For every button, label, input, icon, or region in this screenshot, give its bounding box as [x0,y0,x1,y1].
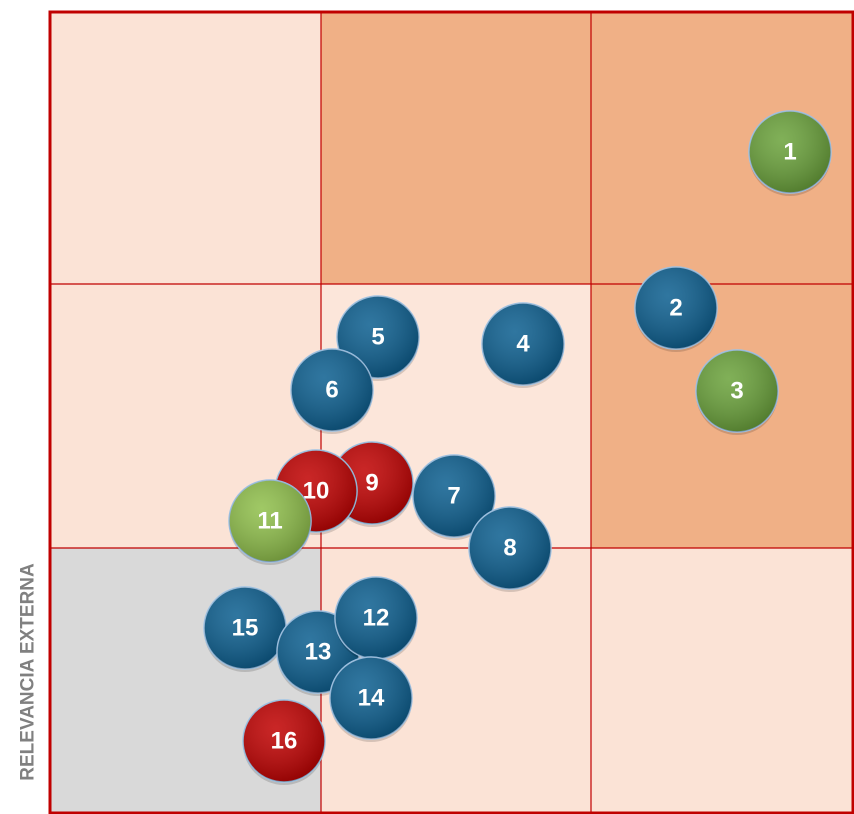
node-shade [413,455,495,537]
node-label: 15 [232,615,259,642]
node: 2 [634,266,718,352]
node-label: 12 [363,605,390,632]
node: 1 [748,110,832,196]
node-label: 10 [303,478,330,505]
node-label: 9 [365,470,378,497]
node-shade [330,657,412,739]
node-label: 7 [447,483,460,510]
node-shade [635,267,717,349]
cell [50,12,321,284]
node-label: 3 [730,378,743,405]
node: 3 [695,349,779,435]
node-label: 4 [516,331,530,358]
node: 7 [412,454,496,540]
node-label: 5 [371,324,384,351]
node-shade [696,350,778,432]
frame [48,10,854,814]
node: 6 [290,348,374,434]
cell [591,548,854,814]
node-shade [335,577,417,659]
node-label: 8 [503,535,516,562]
axis-label: RELEVANCIA EXTERNA [18,563,39,781]
node-shade [229,480,311,562]
node: 11 [228,479,312,565]
node-shade [469,507,551,589]
node-shade [291,349,373,431]
node: 8 [468,506,552,592]
node-shade [204,587,286,669]
cell [321,12,591,284]
node-shade [749,111,831,193]
node-label: 13 [305,639,332,666]
node-shade [482,303,564,385]
node-label: 16 [271,728,298,755]
node: 12 [334,576,418,662]
node: 16 [242,699,326,785]
node-shade [243,700,325,782]
node-label: 14 [358,685,385,712]
node-label: 11 [257,508,282,535]
node: 14 [329,656,413,742]
node-label: 6 [325,377,338,404]
node-label: 1 [783,139,796,166]
node-label: 2 [669,295,682,322]
node: 15 [203,586,287,672]
node: 4 [481,302,565,388]
